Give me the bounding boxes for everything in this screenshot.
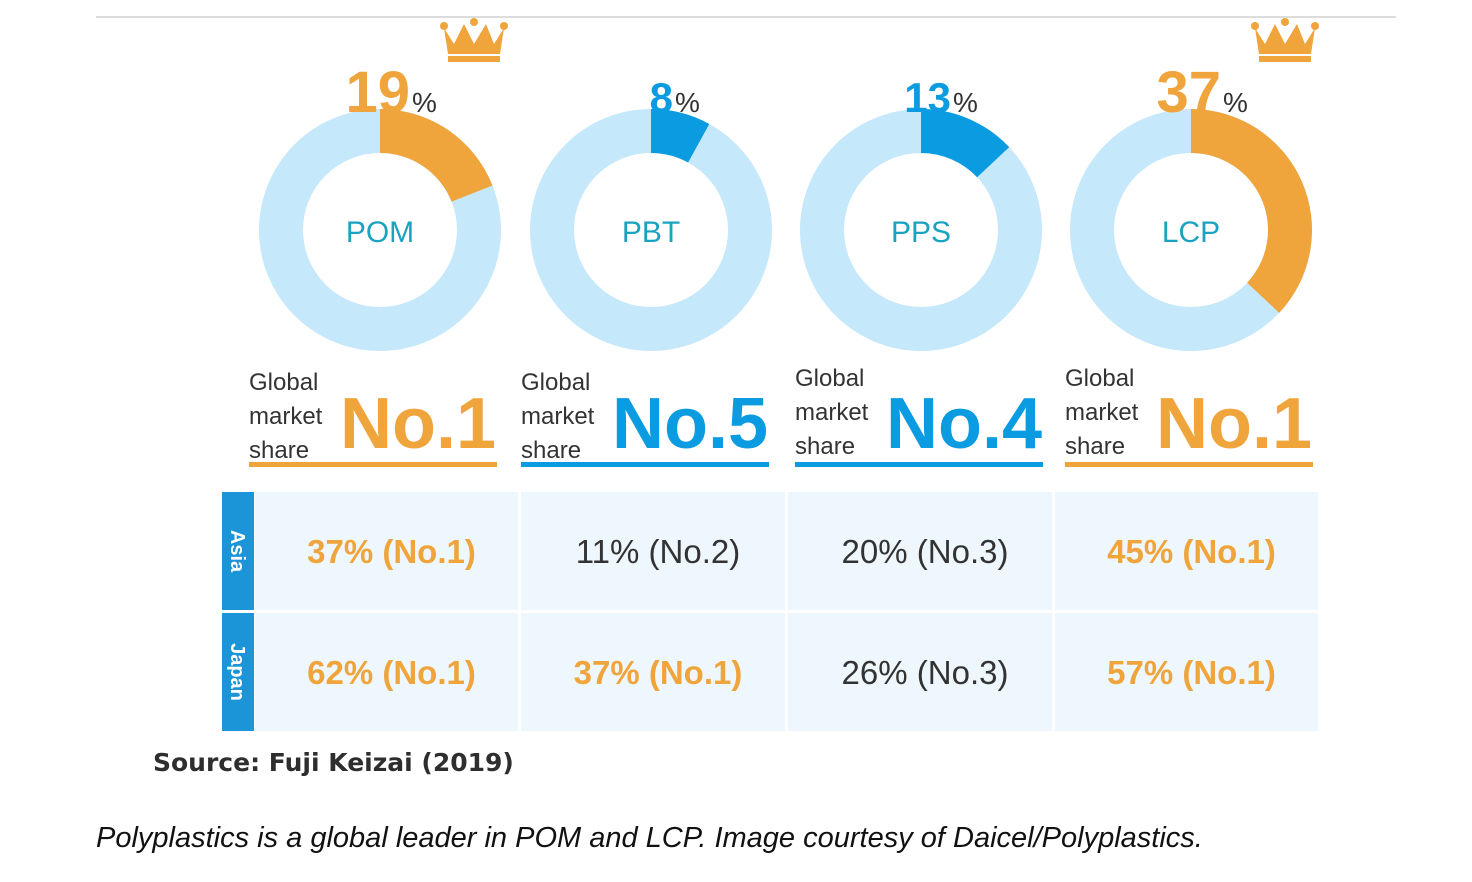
rank-prefix-word: share <box>249 437 309 464</box>
table-cell-bg <box>255 613 518 731</box>
crown-jewel <box>1251 22 1259 30</box>
table-cell: 37% (No.1) <box>307 533 476 570</box>
rank-prefix-word: share <box>521 437 581 464</box>
region-bar-asia <box>222 492 254 610</box>
share-segment-pbt <box>651 109 710 163</box>
table-cell: 45% (No.1) <box>1107 533 1276 570</box>
image-caption: Polyplastics is a global leader in POM a… <box>96 822 1203 854</box>
share-value-lcp: 37 <box>1156 60 1221 125</box>
donut-pom: POM 19% <box>259 18 508 351</box>
rank-prefix-word: share <box>795 433 855 460</box>
share-segment-pom <box>380 109 493 202</box>
share-value-pps: 13 <box>904 74 951 121</box>
table-cell-bg <box>255 492 518 610</box>
donut-lcp: LCP 37% <box>1070 18 1319 351</box>
rank-block-pom: Global market share No.1 <box>249 369 497 467</box>
table-cell-bg <box>788 492 1052 610</box>
table-cell: 57% (No.1) <box>1107 654 1276 691</box>
donut-pps: PPS 13% <box>800 74 1042 351</box>
donut-pbt: PBT 8% <box>530 74 772 351</box>
table-cell-bg <box>1055 492 1318 610</box>
crown-icon <box>1255 24 1315 54</box>
rank-prefix-word: Global <box>521 369 590 396</box>
share-value-pom: 19 <box>345 60 410 125</box>
rank-prefix-word: market <box>795 399 869 426</box>
rank-prefix-word: Global <box>795 365 864 392</box>
share-value-pbt: 8 <box>650 74 673 121</box>
material-label-pbt: PBT <box>622 216 680 249</box>
rank-underline <box>249 462 497 467</box>
share-unit-pom: % <box>412 87 437 118</box>
rank-value-lcp: No.1 <box>1156 384 1312 464</box>
table-cell-bg <box>1055 613 1318 731</box>
material-label-lcp: LCP <box>1162 216 1220 249</box>
rank-prefix-word: Global <box>1065 365 1134 392</box>
table-cell: 11% (No.2) <box>576 533 740 570</box>
table-cell-bg <box>788 613 1052 731</box>
crown-jewel <box>440 22 448 30</box>
donut-charts: POM 19 % PBT 8 % PPS 13 % LCP 37% <box>259 18 1319 351</box>
rank-prefix-word: market <box>1065 399 1139 426</box>
table-cell: 62% (No.1) <box>307 654 476 691</box>
rank-prefix-word: Global <box>249 369 318 396</box>
rank-value-pps: No.4 <box>886 384 1042 464</box>
region-bar-japan <box>222 613 254 731</box>
rank-value-pom: No.1 <box>340 384 496 464</box>
global-rank-labels: Global market share No.1 Global market share No… <box>249 365 1313 467</box>
top-divider <box>96 16 1396 18</box>
rank-block-pps: Global market share No.4 <box>795 365 1043 467</box>
crown-jewel <box>1281 18 1289 26</box>
crown-jewel <box>500 22 508 30</box>
table-cell-bg <box>521 492 785 610</box>
rank-block-lcp: Global market share No.1 <box>1065 365 1313 467</box>
crown-jewel <box>1311 22 1319 30</box>
crown-jewel <box>470 18 478 26</box>
share-unit-pbt: % <box>675 87 700 118</box>
share-segment-lcp <box>1191 109 1312 313</box>
crown-icon <box>444 24 504 54</box>
material-label-pom: POM <box>346 216 414 249</box>
rank-value-pbt: No.5 <box>612 384 768 464</box>
region-label-japan: Japan <box>226 643 248 701</box>
table-cell: 20% (No.3) <box>842 533 1009 570</box>
crown-base <box>448 56 500 62</box>
rank-prefix-word: market <box>249 403 323 430</box>
rank-underline <box>1065 462 1313 467</box>
crown-base <box>1259 56 1311 62</box>
rank-underline <box>521 462 769 467</box>
rank-prefix-word: market <box>521 403 595 430</box>
table-cell: 26% (No.3) <box>842 654 1009 691</box>
share-unit-lcp: % <box>1223 87 1248 118</box>
rank-underline <box>795 462 1043 467</box>
source-note: Source: Fuji Keizai (2019) <box>153 748 514 777</box>
rank-block-pbt: Global market share No.5 <box>521 369 769 467</box>
regional-share-table: Asia 37% (No.1) 11% (No.2) 20% (No.3) 45% (N… <box>222 492 1318 731</box>
share-unit-pps: % <box>953 87 978 118</box>
table-cell-bg <box>521 613 785 731</box>
table-cell: 37% (No.1) <box>574 654 743 691</box>
share-segment-pps <box>921 109 1010 178</box>
rank-prefix-word: share <box>1065 433 1125 460</box>
region-label-asia: Asia <box>226 530 248 573</box>
material-label-pps: PPS <box>891 216 951 249</box>
